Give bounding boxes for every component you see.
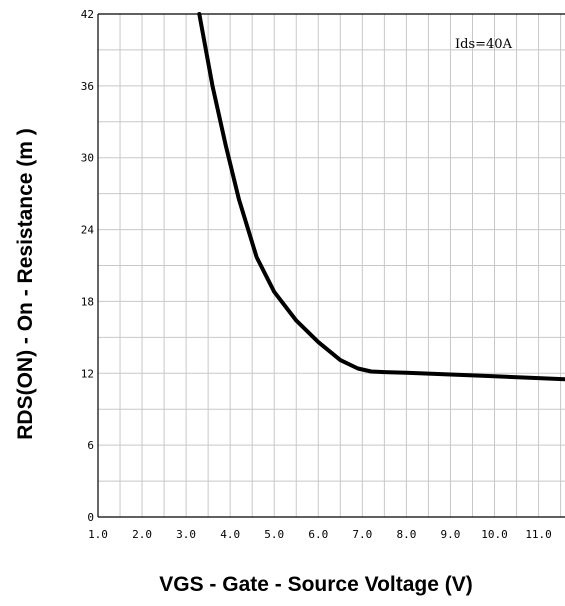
x-tick-label: 4.0 [220,528,240,541]
x-tick-label: 9.0 [441,528,461,541]
grid [98,14,565,517]
plot-area [97,12,565,518]
y-tick-label: 6 [87,439,94,452]
y-tick-label: 12 [81,367,94,380]
x-tick-label: 1.0 [88,528,108,541]
x-tick-label: 7.0 [352,528,372,541]
y-tick-label: 30 [81,152,94,165]
x-axis-ticks: 1.0 2.0 3.0 4.0 5.0 6.0 7.0 8.0 9.0 10.0 11.0 [88,528,552,541]
y-axis-title: RDS(ON) - On - Resistance (m ) [14,128,37,440]
x-tick-label: 6.0 [308,528,328,541]
y-tick-label: 24 [81,224,95,237]
x-tick-label: 3.0 [176,528,196,541]
x-tick-label: 8.0 [396,528,416,541]
x-axis-title: VGS - Gate - Source Voltage (V) [159,573,473,596]
x-tick-label: 10.0 [481,528,508,541]
x-tick-label: 11.0 [525,528,552,541]
y-axis-ticks: 0 6 12 18 24 30 36 42 [81,8,95,524]
y-tick-label: 18 [81,295,94,308]
y-tick-label: 0 [87,511,94,524]
series-line [197,12,565,382]
annotation-ids: Ids=40A [455,37,513,52]
x-tick-label: 5.0 [264,528,284,541]
y-tick-label: 42 [81,8,94,21]
y-tick-label: 36 [81,80,94,93]
x-tick-label: 2.0 [132,528,152,541]
